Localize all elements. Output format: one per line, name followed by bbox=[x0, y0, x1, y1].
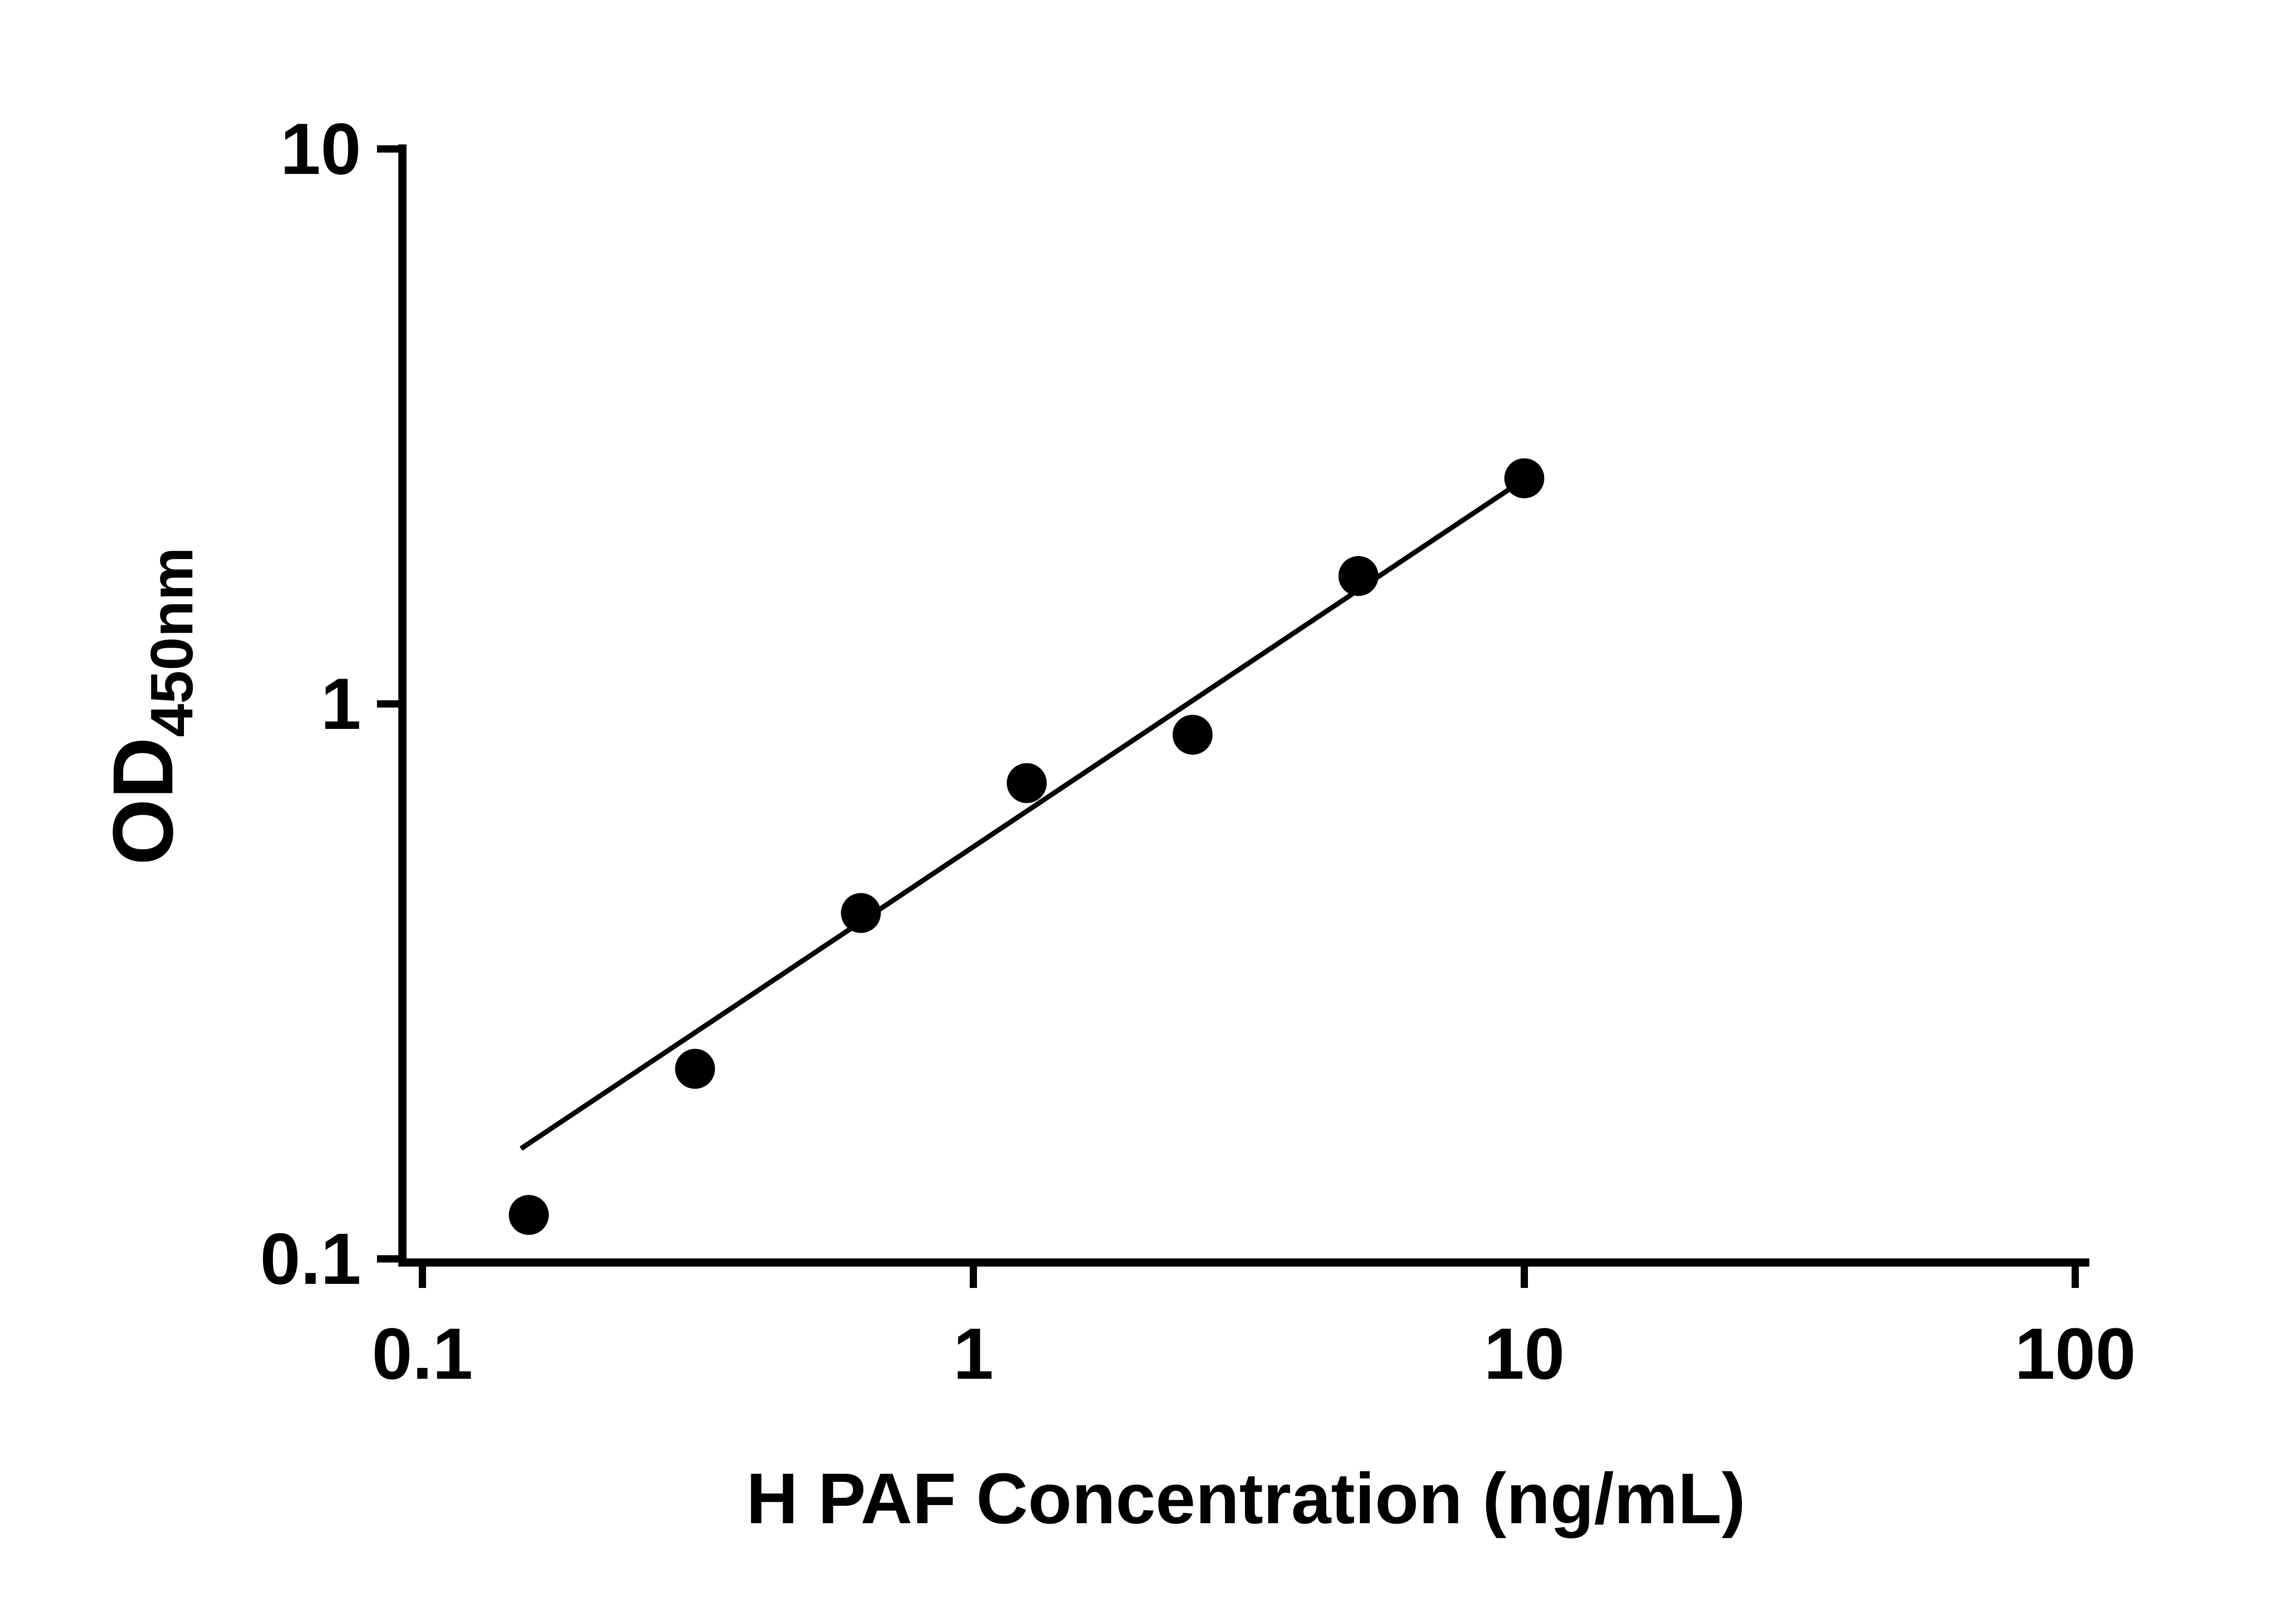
data-point bbox=[675, 1049, 715, 1089]
y-tick-label: 0.1 bbox=[260, 1218, 361, 1299]
x-tick-label: 0.1 bbox=[372, 1313, 473, 1394]
y-tick-label: 10 bbox=[280, 108, 361, 189]
data-point bbox=[1007, 763, 1047, 803]
data-point bbox=[1338, 556, 1378, 596]
x-tick-label: 100 bbox=[2015, 1313, 2136, 1394]
x-tick-label: 10 bbox=[1484, 1313, 1565, 1394]
data-point bbox=[841, 893, 881, 933]
y-tick-label: 1 bbox=[321, 663, 361, 744]
y-axis-title: OD450nm bbox=[94, 547, 206, 865]
data-point bbox=[509, 1195, 549, 1235]
y-axis-title-subscript: 450nm bbox=[138, 547, 205, 738]
data-point bbox=[1172, 714, 1213, 755]
x-tick-label: 1 bbox=[953, 1313, 994, 1394]
x-axis-title: H PAF Concentration (ng/mL) bbox=[746, 1459, 1746, 1539]
y-axis-title-main: OD bbox=[95, 737, 191, 866]
data-point bbox=[1504, 458, 1544, 499]
